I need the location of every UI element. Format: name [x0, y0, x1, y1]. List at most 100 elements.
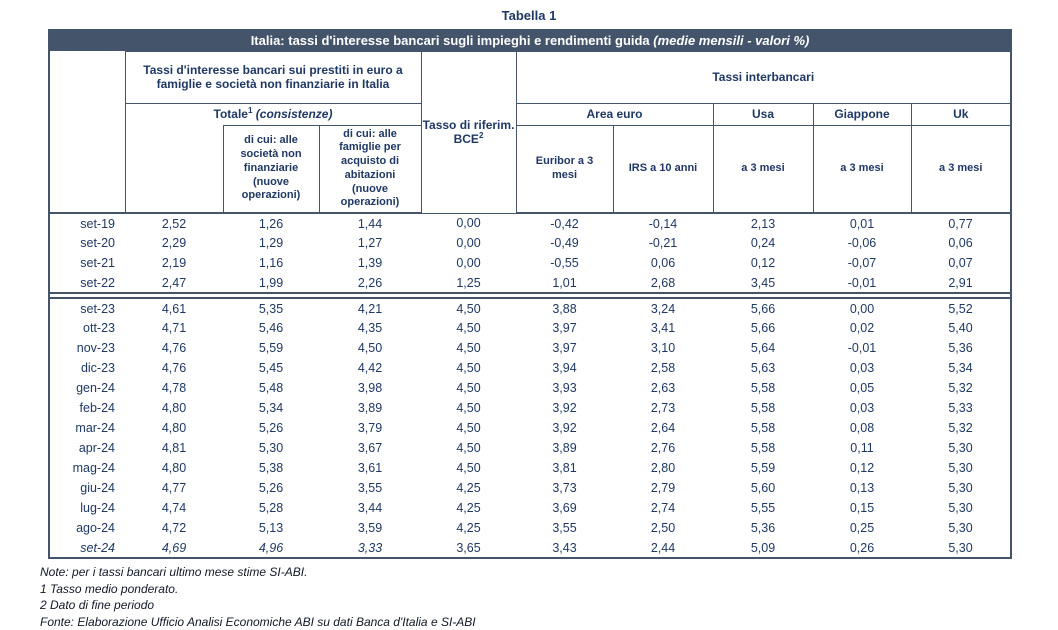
- value-cell: 3,65: [456, 540, 481, 555]
- totale-label: Totale: [213, 107, 248, 121]
- value-cell: 0,08: [849, 421, 875, 435]
- value-cell: 3,92: [552, 421, 577, 435]
- row-label: dic-23: [80, 361, 115, 375]
- header-loans-group: Tassi d'interesse bancari sui prestiti i…: [124, 50, 422, 104]
- value-cell: 1,26: [258, 216, 284, 231]
- value-cell: 0,13: [849, 481, 875, 495]
- value-cell: 4,50: [456, 381, 481, 395]
- value-cell: 5,13: [258, 521, 284, 535]
- value-cell: 5,66: [750, 321, 776, 335]
- value-cell: 0,00: [456, 256, 481, 270]
- value-cell: 4,50: [456, 421, 481, 435]
- value-cell: 2,91: [948, 275, 973, 290]
- header-bce: Tasso di riferim. BCE2: [420, 50, 517, 214]
- value-cell: 5,34: [948, 361, 973, 375]
- value-cell: 0,24: [750, 236, 776, 250]
- value-cell: 5,09: [750, 540, 776, 555]
- value-cell: -0,01: [847, 341, 877, 355]
- row-label: mar-24: [75, 421, 115, 435]
- value-cell: 3,79: [357, 421, 383, 435]
- value-cell: 3,43: [552, 540, 577, 555]
- value-cell: 5,28: [258, 501, 284, 515]
- value-cell: 4,76: [161, 361, 187, 375]
- value-cell: 5,26: [258, 421, 284, 435]
- note-general: Note: per i tassi bancari ultimo mese st…: [40, 565, 308, 579]
- value-cell: 3,44: [357, 501, 383, 515]
- value-cell: 2,73: [650, 401, 676, 415]
- value-cell: -0,06: [847, 236, 877, 250]
- value-cell: 3,61: [357, 461, 383, 475]
- value-cell: 4,80: [161, 401, 187, 415]
- table-row: set-24 4,69 4,96 3,33 3,65 3,43 2,44 5,09 0,26 5,…: [49, 538, 1011, 558]
- value-cell: 5,30: [948, 461, 973, 475]
- header-euribor: Euribor a 3 mesi: [515, 124, 614, 214]
- header-interbank-group: Tassi interbancari: [515, 50, 1012, 104]
- corner-cell: [49, 51, 126, 214]
- header-giappone: Giappone: [812, 102, 912, 126]
- row-label: set-20: [80, 236, 115, 250]
- header-usa-3m: a 3 mesi: [712, 124, 814, 214]
- value-cell: 0,07: [948, 256, 973, 270]
- row-label: ott-23: [83, 321, 115, 335]
- value-cell: 4,80: [161, 421, 187, 435]
- row-label: ago-24: [76, 521, 115, 535]
- value-cell: 4,50: [456, 401, 481, 415]
- value-cell: 0,00: [456, 216, 481, 231]
- value-cell: 0,12: [750, 256, 776, 270]
- header-famiglie: di cui: alle famiglie per acquisto di ab…: [318, 124, 422, 214]
- value-cell: 2,58: [650, 361, 676, 375]
- value-cell: 5,55: [750, 501, 776, 515]
- value-cell: 1,99: [258, 275, 284, 290]
- note-2: 2 Dato di fine periodo: [40, 598, 155, 613]
- value-cell: -0,42: [550, 216, 579, 231]
- table-banner: Italia: tassi d'interesse bancari sugli …: [49, 30, 1012, 51]
- value-cell: -0,21: [648, 236, 678, 250]
- value-cell: 5,36: [750, 521, 776, 535]
- value-cell: 5,48: [258, 381, 284, 395]
- value-cell: 4,50: [456, 441, 481, 455]
- value-cell: 3,59: [357, 521, 383, 535]
- table-row: dic-23 4,76 5,45 4,42 4,50 3,94 2,58 5,63 0,03 5,…: [49, 358, 1011, 378]
- row-label: nov-23: [76, 341, 115, 355]
- value-cell: 5,33: [948, 401, 973, 415]
- value-cell: -0,01: [847, 275, 877, 290]
- footnotes: Note: per i tassi bancari ultimo mese st…: [40, 564, 1058, 630]
- value-cell: 4,50: [456, 301, 481, 316]
- header-irs: IRS a 10 anni: [612, 124, 714, 214]
- note-source: Fonte: Elaborazione Ufficio Analisi Econ…: [40, 614, 476, 629]
- value-cell: 1,01: [552, 275, 577, 290]
- note-1: 1 Tasso medio ponderato.: [40, 581, 179, 596]
- value-cell: 5,58: [750, 441, 776, 455]
- value-cell: 5,58: [750, 421, 776, 435]
- table-row: lug-24 4,74 5,28 3,44 4,25 3,69 2,74 5,55 0,15 5,…: [49, 498, 1011, 518]
- value-cell: 3,88: [552, 301, 577, 316]
- value-cell: 5,26: [258, 481, 284, 495]
- table-section-history: set-19 2,52 1,26 1,44 0,00 -0,42 -0,14 2,13 0,01…: [49, 213, 1011, 293]
- value-cell: 3,55: [357, 481, 383, 495]
- bce-line1: Tasso di riferim.: [422, 118, 515, 132]
- value-cell: 3,94: [552, 361, 577, 375]
- row-label: set-22: [80, 275, 115, 290]
- banner-subtitle: (medie mensili - valori %): [653, 33, 810, 49]
- value-cell: 5,30: [258, 441, 284, 455]
- value-cell: 5,30: [948, 521, 973, 535]
- value-cell: 2,76: [650, 441, 676, 455]
- value-cell: -0,55: [550, 256, 579, 270]
- value-cell: 0,02: [849, 321, 875, 335]
- value-cell: 2,44: [650, 540, 676, 555]
- value-cell: 2,79: [650, 481, 676, 495]
- value-cell: 4,50: [456, 321, 481, 335]
- value-cell: 4,50: [456, 341, 481, 355]
- row-label: lug-24: [80, 501, 115, 515]
- value-cell: 0,00: [849, 301, 875, 316]
- value-cell: 3,89: [357, 401, 383, 415]
- table-row: ago-24 4,72 5,13 3,59 4,25 3,55 2,50 5,36 0,25 5,…: [49, 518, 1011, 538]
- value-cell: 0,03: [849, 401, 875, 415]
- table-row: nov-23 4,76 5,59 4,50 4,50 3,97 3,10 5,64 -0,01 5…: [49, 338, 1011, 358]
- value-cell: 3,92: [552, 401, 577, 415]
- value-cell: 5,34: [258, 401, 284, 415]
- value-cell: 0,15: [849, 501, 875, 515]
- value-cell: 5,59: [258, 341, 284, 355]
- value-cell: 3,97: [552, 321, 577, 335]
- row-label: set-24: [80, 540, 115, 555]
